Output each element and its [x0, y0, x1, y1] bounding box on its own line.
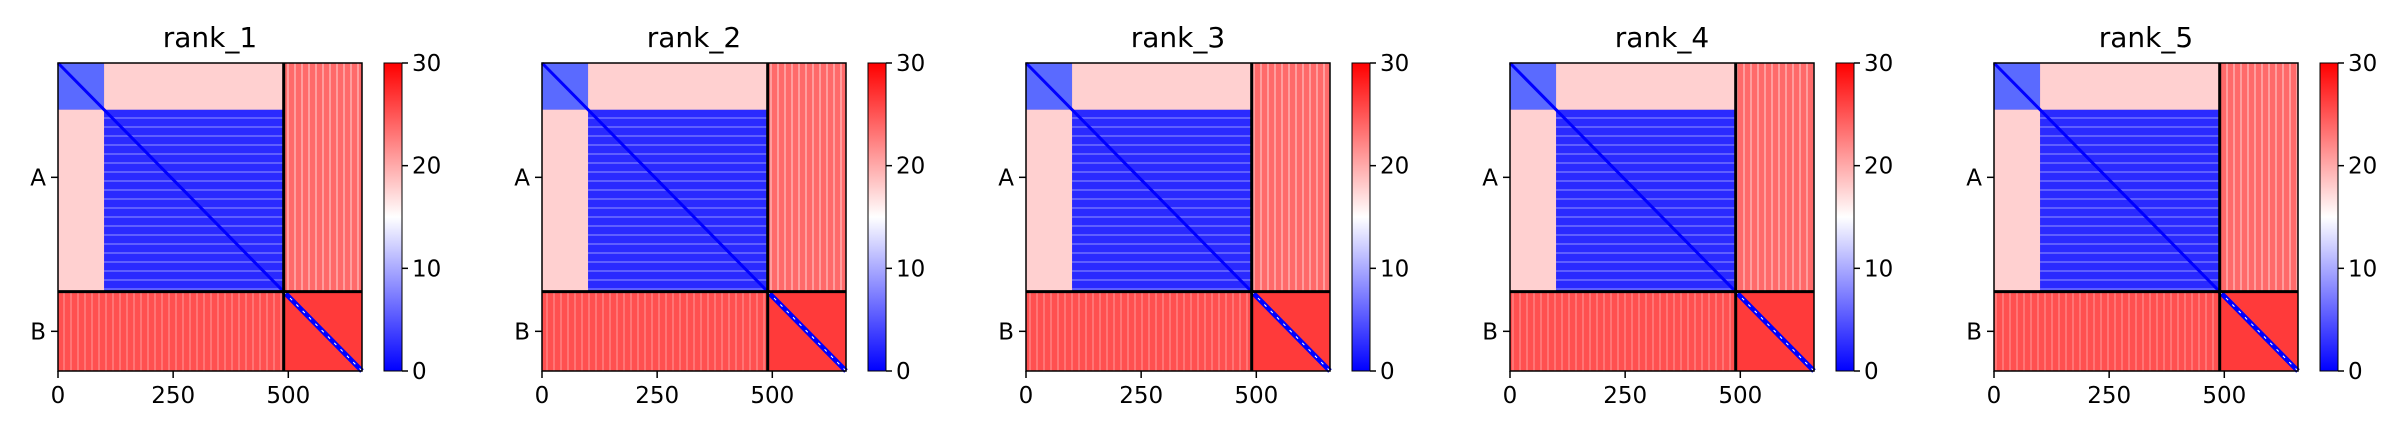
panel-title: rank_4	[1615, 21, 1709, 54]
chain-a-nterm-strip	[542, 109, 589, 292]
y-tick-label: A	[1482, 165, 1498, 191]
x-tick-label: 0	[51, 383, 66, 409]
colorbar-tick-label: 20	[2348, 154, 2377, 180]
heatmap-panel-2: rank_2 0 250 500 A B 0 10 20 30	[514, 21, 925, 409]
colorbar	[1351, 62, 1371, 372]
x-tick-label: 250	[635, 383, 679, 409]
colorbar-tick-label: 20	[412, 154, 441, 180]
chain-a-nterm-strip-top	[1072, 63, 1252, 110]
interchain-block-ab-texture	[1251, 63, 1330, 292]
interchain-block-ba-texture	[58, 291, 284, 371]
colorbar-tick-label: 0	[412, 359, 427, 385]
x-tick-label: 500	[266, 383, 310, 409]
chain-b-diagonal-texture	[767, 291, 847, 372]
chain-b-diagonal-texture	[1251, 291, 1331, 372]
interchain-block-ba-texture	[1026, 291, 1252, 371]
axes-frame	[1509, 62, 1815, 372]
chain-b-diagonal-texture	[2219, 291, 2299, 372]
interchain-block-ba-texture	[1994, 291, 2220, 371]
x-tick-label: 0	[1019, 383, 1034, 409]
y-tick-label: B	[998, 319, 1014, 345]
axes-frame	[57, 62, 363, 372]
heatmap-panel-1: rank_1 0 250 500 A B 0 10 20 30	[30, 21, 441, 409]
chain-a-diagonal	[1024, 61, 1253, 293]
colorbar	[2319, 62, 2339, 372]
heatmap-panel-3: rank_3 0 250 500 A B 0 10 20 30	[998, 21, 1409, 409]
panel-title: rank_1	[163, 21, 257, 54]
colorbar-tick-label: 10	[412, 256, 441, 282]
y-tick-label: A	[1966, 165, 1982, 191]
interchain-block-ab-texture	[767, 63, 846, 292]
colorbar-tick-label: 10	[896, 256, 925, 282]
interchain-block-ba-texture	[1510, 291, 1736, 371]
colorbar-tick-label: 30	[412, 51, 441, 77]
chain-a-nterm-strip-top	[588, 63, 768, 110]
colorbar	[383, 62, 403, 372]
chain-a-nterm-strip	[58, 109, 105, 292]
x-tick-label: 250	[1119, 383, 1163, 409]
chain-a-diagonal	[1992, 61, 2221, 293]
x-tick-label: 500	[1234, 383, 1278, 409]
colorbar-tick-label: 10	[2348, 256, 2377, 282]
colorbar-tick-label: 20	[1380, 154, 1409, 180]
chain-b-diagonal-texture	[1735, 291, 1815, 372]
colorbar-tick-label: 0	[1864, 359, 1879, 385]
y-tick-label: B	[1966, 319, 1982, 345]
x-tick-label: 500	[1718, 383, 1762, 409]
colorbar-tick-label: 10	[1864, 256, 1893, 282]
colorbar-tick-label: 30	[896, 51, 925, 77]
y-tick-label: A	[30, 165, 46, 191]
heatmap-panel-4: rank_4 0 250 500 A B 0 10 20 30	[1482, 21, 1893, 409]
colorbar-tick-label: 30	[1380, 51, 1409, 77]
x-tick-label: 500	[2202, 383, 2246, 409]
chain-a-nterm-strip	[1026, 109, 1073, 292]
colorbar-tick-label: 0	[2348, 359, 2363, 385]
x-tick-label: 0	[1987, 383, 2002, 409]
colorbar-tick-label: 0	[1380, 359, 1395, 385]
y-tick-label: A	[514, 165, 530, 191]
chain-a-diagonal	[540, 61, 769, 293]
colorbar-tick-label: 30	[2348, 51, 2377, 77]
x-tick-label: 0	[535, 383, 550, 409]
chain-a-nterm-strip-top	[2040, 63, 2220, 110]
colorbar	[867, 62, 887, 372]
panel-title: rank_2	[647, 21, 741, 54]
y-tick-label: A	[998, 165, 1014, 191]
x-tick-label: 250	[151, 383, 195, 409]
y-tick-label: B	[514, 319, 530, 345]
interchain-block-ab-texture	[2219, 63, 2298, 292]
colorbar-tick-label: 0	[896, 359, 911, 385]
colorbar-tick-label: 20	[1864, 154, 1893, 180]
interchain-block-ba-texture	[542, 291, 768, 371]
y-tick-label: B	[30, 319, 46, 345]
panel-title: rank_3	[1131, 21, 1225, 54]
chain-a-nterm-strip	[1994, 109, 2041, 292]
chain-b-diagonal-texture	[283, 291, 363, 372]
x-tick-label: 250	[1603, 383, 1647, 409]
colorbar-tick-label: 30	[1864, 51, 1893, 77]
colorbar	[1835, 62, 1855, 372]
axes-frame	[1993, 62, 2299, 372]
chain-a-diagonal	[1508, 61, 1737, 293]
x-tick-label: 250	[2087, 383, 2131, 409]
colorbar-tick-label: 10	[1380, 256, 1409, 282]
x-tick-label: 0	[1503, 383, 1518, 409]
interchain-block-ab-texture	[1735, 63, 1814, 292]
axes-frame	[541, 62, 847, 372]
y-tick-label: B	[1482, 319, 1498, 345]
chain-a-nterm-strip	[1510, 109, 1557, 292]
axes-frame	[1025, 62, 1331, 372]
panel-title: rank_5	[2099, 21, 2193, 54]
x-tick-label: 500	[750, 383, 794, 409]
heatmap-panel-5: rank_5 0 250 500 A B 0 10 20 30	[1966, 21, 2377, 409]
interchain-block-ab-texture	[283, 63, 362, 292]
chain-a-diagonal	[56, 61, 285, 293]
chain-a-nterm-strip-top	[1556, 63, 1736, 110]
chain-a-nterm-strip-top	[104, 63, 284, 110]
colorbar-tick-label: 20	[896, 154, 925, 180]
